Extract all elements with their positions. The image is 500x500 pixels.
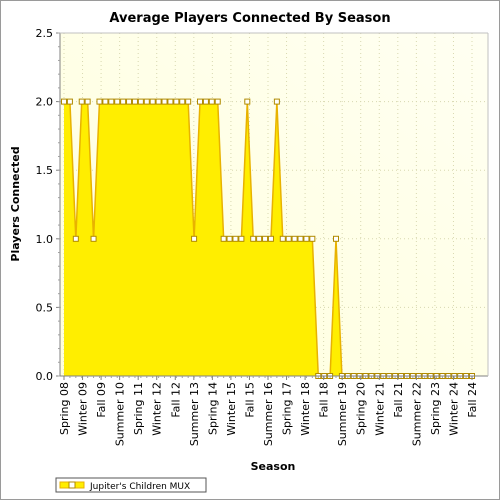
x-tick-label: Winter 18 [299,382,312,436]
data-point [279,235,286,242]
x-tick-label: Spring 20 [355,382,368,435]
data-point [285,235,292,242]
data-point [244,98,251,105]
data-point [197,98,203,105]
y-tick-label: 2.5 [36,27,54,40]
x-tick-label: Spring 08 [58,382,71,435]
data-point [66,98,73,105]
y-tick-label: 0.5 [36,301,54,314]
plot-area: 0.0 0.5 1.0 1.5 2.0 2.5 Spring 08 Winter 09 Fall… [36,27,489,446]
legend: Jupiter's Children MUX [55,477,207,493]
data-point [297,235,304,242]
data-point [262,235,269,242]
data-point [149,98,156,105]
data-point [161,98,168,105]
data-point [84,98,91,105]
x-tick-label: Fall 24 [466,382,479,418]
data-point [102,98,109,105]
y-tick-label: 0.0 [36,370,54,383]
data-point [220,235,227,242]
y-tick-label: 1.5 [36,164,54,177]
x-tick-label: Winter 24 [447,382,460,436]
data-point [226,235,233,242]
x-tick-label: Winter 12 [151,382,164,436]
x-tick-label: Spring 11 [132,382,145,435]
x-tick-label: Fall 21 [392,382,405,418]
data-point [90,235,97,242]
data-point [309,235,316,242]
data-point [114,98,121,105]
data-point [208,98,215,105]
data-point [267,235,274,242]
data-point [155,98,162,105]
y-tick-label: 2.0 [36,96,54,109]
x-tick-label: Winter 15 [225,382,238,436]
x-tick-label: Summer 22 [410,382,423,446]
x-tick-label: Summer 19 [336,382,349,446]
data-point [273,98,280,105]
y-axis-title: Players Connected [9,146,22,261]
data-point [96,98,103,105]
data-point [191,235,198,242]
chart-title: Average Players Connected By Season [109,11,390,26]
x-tick-label: Fall 15 [243,382,256,418]
data-point [72,235,79,242]
data-point [167,98,174,105]
data-point [173,98,180,105]
data-point [185,98,192,105]
series-area [64,101,472,376]
x-tick-label: Fall 18 [318,382,331,418]
data-point [291,235,298,242]
x-tick-label: Winter 21 [373,382,386,436]
x-tick-label: Spring 17 [281,382,294,435]
x-tick-label: Fall 12 [169,382,182,418]
x-tick-label: Spring 23 [429,382,442,435]
data-point [78,98,85,105]
legend-marker-icon [68,481,76,489]
data-point [256,235,263,242]
y-tick-label: 1.0 [36,233,54,246]
data-point [202,98,209,105]
data-point [214,98,221,105]
x-tick-label: Fall 09 [95,382,108,418]
x-tick-label: Spring 14 [206,382,219,435]
x-tick-label: Winter 09 [77,382,90,436]
x-tick-label: Summer 16 [262,382,275,446]
x-tick-label: Summer 10 [114,382,127,446]
data-point [61,98,67,105]
legend-label: Jupiter's Children MUX [89,482,190,492]
data-point [333,235,339,242]
x-axis-title: Season [251,460,296,473]
data-point [137,98,144,105]
data-point [126,98,133,105]
data-point [179,98,186,105]
data-point [143,98,150,105]
data-point [238,235,245,242]
data-point [131,98,138,105]
data-point [120,98,127,105]
data-point [250,235,257,242]
legend-box [55,477,207,493]
data-point [232,235,239,242]
x-tick-label: Summer 13 [188,382,201,446]
data-point [303,235,310,242]
data-point [108,98,115,105]
